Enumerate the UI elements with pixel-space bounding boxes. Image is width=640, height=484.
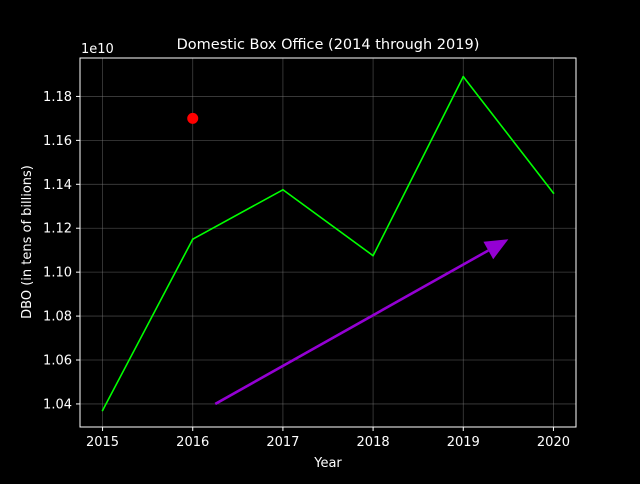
series-point <box>282 188 284 191</box>
annotation-arrow-shaft <box>214 249 489 406</box>
y-tick-label: 1.08 <box>43 310 72 325</box>
annotation-arrow-head <box>483 239 509 260</box>
chart-title: Domestic Box Office (2014 through 2019) <box>177 37 480 53</box>
series-layer <box>101 75 555 412</box>
x-tick-label: 2018 <box>357 435 390 450</box>
series-line <box>101 75 555 411</box>
y-tick-label: 1.12 <box>43 222 72 237</box>
highlight-marker <box>187 112 199 124</box>
series-point <box>191 238 194 241</box>
x-tick-label: 2016 <box>176 435 209 450</box>
y-offset-text: 1e10 <box>81 42 114 57</box>
tick-layer: 2015 2016 2017 2018 2019 2020 1.04 1.06 1.08 1.10… <box>43 90 570 450</box>
series-point <box>552 192 555 194</box>
grid-layer <box>80 58 576 427</box>
x-tick-label: 2017 <box>266 435 299 450</box>
y-tick-label: 1.06 <box>43 354 72 369</box>
series-point <box>372 254 374 257</box>
x-axis-label: Year <box>313 456 342 471</box>
y-tick-label: 1.16 <box>43 134 72 149</box>
y-axis-label: DBO (in tens of billions) <box>20 165 35 319</box>
series-point <box>462 75 465 78</box>
y-tick-label: 1.10 <box>43 266 72 281</box>
y-tick-label: 1.18 <box>43 90 72 105</box>
x-tick-label: 2015 <box>86 435 119 450</box>
y-tick-label: 1.14 <box>43 178 72 193</box>
series-point <box>101 409 104 412</box>
y-tick-label: 1.04 <box>43 397 72 412</box>
annotation-layer <box>187 112 509 406</box>
x-tick-label: 2020 <box>537 435 570 450</box>
axes-frame <box>79 57 577 428</box>
x-tick-label: 2019 <box>447 435 480 450</box>
